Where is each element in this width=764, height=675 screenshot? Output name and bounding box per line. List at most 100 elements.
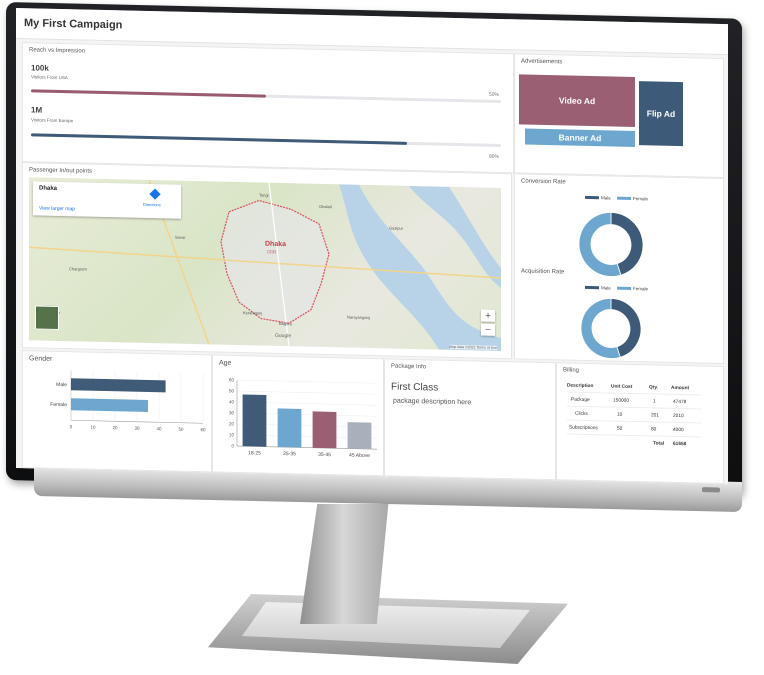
map-satellite-thumbnail[interactable]	[35, 305, 59, 330]
gender-category-label: Male	[56, 382, 67, 388]
dashboard-screen: My First Campaign Reach vs Impression 10…	[16, 8, 728, 485]
map-title: Passenger In/out points	[29, 167, 93, 175]
age-category-label: 45 Above	[349, 453, 370, 459]
age-bar	[312, 411, 337, 449]
age-category-label: 25-35	[283, 451, 296, 457]
gender-tick-label: 60	[200, 427, 206, 432]
reach-label-usa: Visitors From USA	[31, 74, 68, 81]
gender-tick-label: 10	[90, 425, 96, 430]
reach-value-usa: 100k	[31, 63, 49, 73]
billing-row-3-unit: 50	[617, 426, 623, 432]
monitor-stand-neck	[300, 504, 389, 624]
dhaka-boundary	[220, 199, 330, 324]
acquisition-legend-female-swatch	[617, 286, 631, 290]
age-tick-label: 40	[229, 399, 235, 404]
age-grid-line	[237, 379, 377, 384]
page-title: My First Campaign	[24, 17, 123, 32]
billing-total-value: 61658	[673, 441, 687, 448]
acquisition-legend-female: Female	[633, 286, 649, 292]
acquisition-donut	[580, 298, 642, 359]
billing-title: Billing	[563, 367, 580, 374]
age-card: Age 0 10 20 30 40 50 60 18-25 25-35 35-45 45 Above	[212, 354, 384, 477]
map-place-name: Dhaka	[39, 185, 58, 192]
acquisition-slice-female	[580, 298, 621, 359]
age-category-label: 35-45	[318, 452, 331, 458]
rates-card: Conversion Rate Male Female Acquisition …	[514, 173, 724, 365]
map-town-label: Tongi	[259, 192, 269, 198]
video-ad-label: Video Ad	[558, 95, 596, 107]
conversion-donut	[578, 212, 644, 277]
acquisition-title: Acquisition Rate	[521, 268, 565, 276]
directions-label[interactable]: Directions	[143, 201, 161, 208]
banner-ad-tile[interactable]: Banner Ad	[525, 128, 635, 148]
age-tick-label: 0	[231, 443, 234, 448]
conversion-legend-female-swatch	[617, 196, 631, 200]
flip-ad-tile[interactable]: Flip Ad	[639, 81, 683, 147]
view-larger-map-link[interactable]: View larger map	[39, 205, 76, 213]
directions-icon[interactable]	[149, 188, 161, 200]
map-city-label-local: ঢাকা	[267, 249, 277, 256]
reach-fill-europe	[31, 133, 407, 145]
zoom-in-button[interactable]: +	[481, 309, 495, 322]
package-name: First Class	[391, 381, 439, 394]
reach-fill-usa	[31, 89, 266, 98]
map-town-label: Keraniganj	[243, 310, 263, 316]
age-tick-label: 60	[229, 377, 235, 382]
billing-row-rule	[567, 419, 701, 424]
gender-category-label: Female	[50, 402, 67, 408]
age-bar	[277, 408, 302, 448]
billing-row-3-desc: Subscriptions	[569, 425, 598, 432]
map-town-label: Narayanganj	[347, 314, 370, 321]
monitor-logo	[702, 487, 720, 493]
gender-tick-label: 50	[178, 427, 184, 432]
conversion-title: Conversion Rate	[521, 178, 566, 186]
gender-title: Gender	[29, 355, 53, 363]
map-town-label: Savar	[175, 234, 186, 240]
reach-track-usa	[31, 89, 501, 104]
gender-tick-label: 30	[134, 426, 140, 431]
package-description: package description here	[393, 397, 472, 407]
billing-row-3-qty: 80	[651, 427, 657, 433]
age-bar	[347, 422, 372, 450]
river-shape	[339, 184, 501, 352]
video-ad-tile[interactable]: Video Ad	[519, 74, 635, 128]
billing-header-unit-cost: Unit Cost	[611, 384, 633, 390]
reach-track-europe	[31, 133, 501, 148]
reach-pct-usa: 50%	[489, 91, 500, 98]
billing-row-rule	[567, 433, 701, 438]
map-view[interactable]: Dhaka ঢাকা DhamraiTongiSavarGhatailNaray…	[29, 177, 501, 352]
billing-card: Billing Description Unit Cost Qty. Amoun…	[556, 362, 724, 485]
age-title: Age	[219, 359, 232, 367]
billing-header-description: Description	[567, 383, 594, 390]
reach-label-europe: Visitors From Europe	[31, 117, 74, 124]
billing-row-1-qty: 1	[653, 399, 656, 405]
map-card: Passenger In/out points Dhaka ঢাকা Dhamr…	[22, 162, 512, 360]
gender-chart: 0 10 20 30 40 50 60 Male Female	[50, 370, 206, 432]
billing-header-amount: Amount	[671, 385, 690, 392]
gender-card: Gender 0 10 20 30 40 50 60 Male Female	[22, 350, 212, 473]
package-card: Package Info First Class package descrip…	[384, 358, 556, 481]
billing-row-1-desc: Package	[571, 397, 590, 404]
billing-header-rule	[567, 391, 701, 396]
billing-total-label: Total	[653, 441, 665, 447]
package-title: Package Info	[391, 363, 427, 371]
advertisements-card: Advertisements Video Ad Flip Ad Banner A…	[514, 53, 724, 179]
billing-row-1-amount: 47478	[673, 399, 687, 406]
zoom-out-button[interactable]: −	[481, 323, 495, 336]
billing-row-1-unit: 150000	[613, 398, 630, 404]
acquisition-legend-male: Male	[601, 285, 611, 291]
conversion-legend-male: Male	[601, 195, 611, 201]
billing-row-2-qty: 201	[651, 413, 660, 419]
age-bar	[242, 394, 267, 447]
flip-ad-label: Flip Ad	[646, 108, 676, 119]
road-line	[268, 182, 290, 347]
conversion-legend-female: Female	[633, 196, 649, 202]
highway-line	[29, 246, 501, 279]
conversion-slice-female	[578, 212, 622, 277]
banner-ad-label: Banner Ad	[558, 132, 602, 144]
billing-table: Description Unit Cost Qty. Amount Packag…	[567, 380, 707, 473]
map-town-label: Baghra	[279, 320, 292, 327]
age-tick-label: 20	[229, 421, 235, 426]
age-chart: 0 10 20 30 40 50 60 18-25 25-35 35-45 45 Above	[229, 377, 377, 459]
billing-row-rule	[567, 405, 701, 410]
